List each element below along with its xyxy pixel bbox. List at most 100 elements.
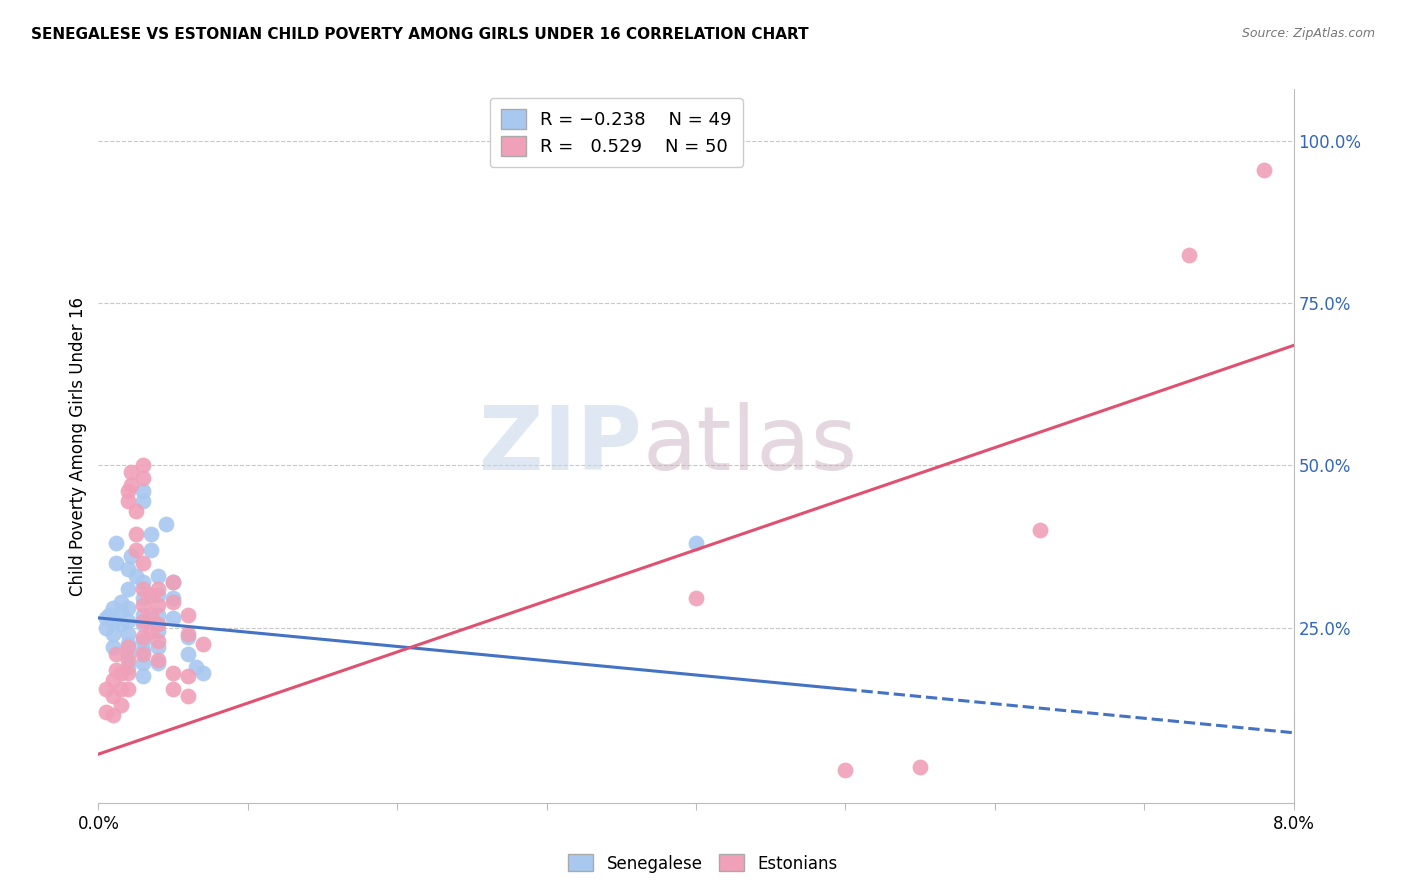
Point	[191, 637, 214, 651]
Point	[117, 494, 139, 508]
Point	[103, 689, 125, 703]
Point	[148, 568, 170, 582]
Point	[908, 760, 931, 774]
Point	[110, 604, 132, 618]
Point	[148, 617, 170, 632]
Point	[94, 611, 117, 625]
Point	[132, 575, 155, 590]
Point	[117, 637, 139, 651]
Point	[103, 601, 125, 615]
Point	[132, 471, 155, 485]
Point	[105, 647, 128, 661]
Text: ZIP: ZIP	[479, 402, 643, 490]
Point	[162, 682, 184, 697]
Legend: R = −0.238    N = 49, R =   0.529    N = 50: R = −0.238 N = 49, R = 0.529 N = 50	[489, 98, 742, 167]
Point	[148, 653, 170, 667]
Point	[117, 653, 139, 667]
Point	[177, 627, 200, 641]
Point	[132, 669, 155, 683]
Point	[94, 705, 117, 719]
Point	[1178, 247, 1201, 261]
Point	[162, 575, 184, 590]
Point	[148, 624, 170, 638]
Point	[117, 484, 139, 499]
Point	[177, 631, 200, 645]
Point	[148, 633, 170, 648]
Point	[132, 631, 155, 645]
Point	[103, 627, 125, 641]
Point	[105, 536, 128, 550]
Point	[97, 607, 120, 622]
Point	[132, 617, 155, 632]
Point	[120, 478, 142, 492]
Point	[103, 614, 125, 628]
Point	[139, 542, 162, 557]
Point	[103, 708, 125, 723]
Point	[148, 657, 170, 671]
Point	[139, 624, 162, 638]
Point	[834, 764, 856, 778]
Point	[139, 588, 162, 602]
Point	[132, 614, 155, 628]
Point	[110, 698, 132, 713]
Point	[110, 617, 132, 632]
Point	[132, 484, 155, 499]
Point	[117, 659, 139, 673]
Point	[162, 611, 184, 625]
Point	[110, 666, 132, 681]
Point	[148, 640, 170, 654]
Point	[132, 556, 155, 570]
Point	[191, 666, 214, 681]
Point	[125, 542, 148, 557]
Point	[94, 682, 117, 697]
Point	[148, 582, 170, 596]
Text: SENEGALESE VS ESTONIAN CHILD POVERTY AMONG GIRLS UNDER 16 CORRELATION CHART: SENEGALESE VS ESTONIAN CHILD POVERTY AMO…	[31, 27, 808, 42]
Point	[132, 633, 155, 648]
Y-axis label: Child Poverty Among Girls Under 16: Child Poverty Among Girls Under 16	[69, 296, 87, 596]
Point	[162, 666, 184, 681]
Legend: Senegalese, Estonians: Senegalese, Estonians	[561, 847, 845, 880]
Point	[148, 598, 170, 612]
Point	[132, 582, 155, 596]
Point	[148, 588, 170, 602]
Point	[94, 621, 117, 635]
Point	[162, 595, 184, 609]
Point	[117, 562, 139, 576]
Point	[139, 526, 162, 541]
Point	[110, 682, 132, 697]
Point	[685, 536, 707, 550]
Point	[132, 643, 155, 657]
Point	[117, 627, 139, 641]
Point	[177, 669, 200, 683]
Point	[117, 582, 139, 596]
Point	[125, 504, 148, 518]
Point	[139, 607, 162, 622]
Point	[117, 647, 139, 661]
Point	[117, 601, 139, 615]
Point	[125, 568, 148, 582]
Point	[162, 591, 184, 606]
Point	[132, 598, 155, 612]
Point	[103, 673, 125, 687]
Point	[685, 591, 707, 606]
Text: Source: ZipAtlas.com: Source: ZipAtlas.com	[1241, 27, 1375, 40]
Point	[132, 647, 155, 661]
Point	[162, 575, 184, 590]
Point	[1253, 163, 1275, 178]
Point	[132, 494, 155, 508]
Point	[117, 666, 139, 681]
Point	[103, 640, 125, 654]
Point	[117, 682, 139, 697]
Text: atlas: atlas	[643, 402, 858, 490]
Point	[110, 595, 132, 609]
Point	[177, 607, 200, 622]
Point	[105, 663, 128, 677]
Point	[155, 516, 177, 531]
Point	[132, 458, 155, 473]
Point	[117, 614, 139, 628]
Point	[1028, 524, 1050, 538]
Point	[105, 556, 128, 570]
Point	[132, 607, 155, 622]
Point	[120, 465, 142, 479]
Point	[177, 647, 200, 661]
